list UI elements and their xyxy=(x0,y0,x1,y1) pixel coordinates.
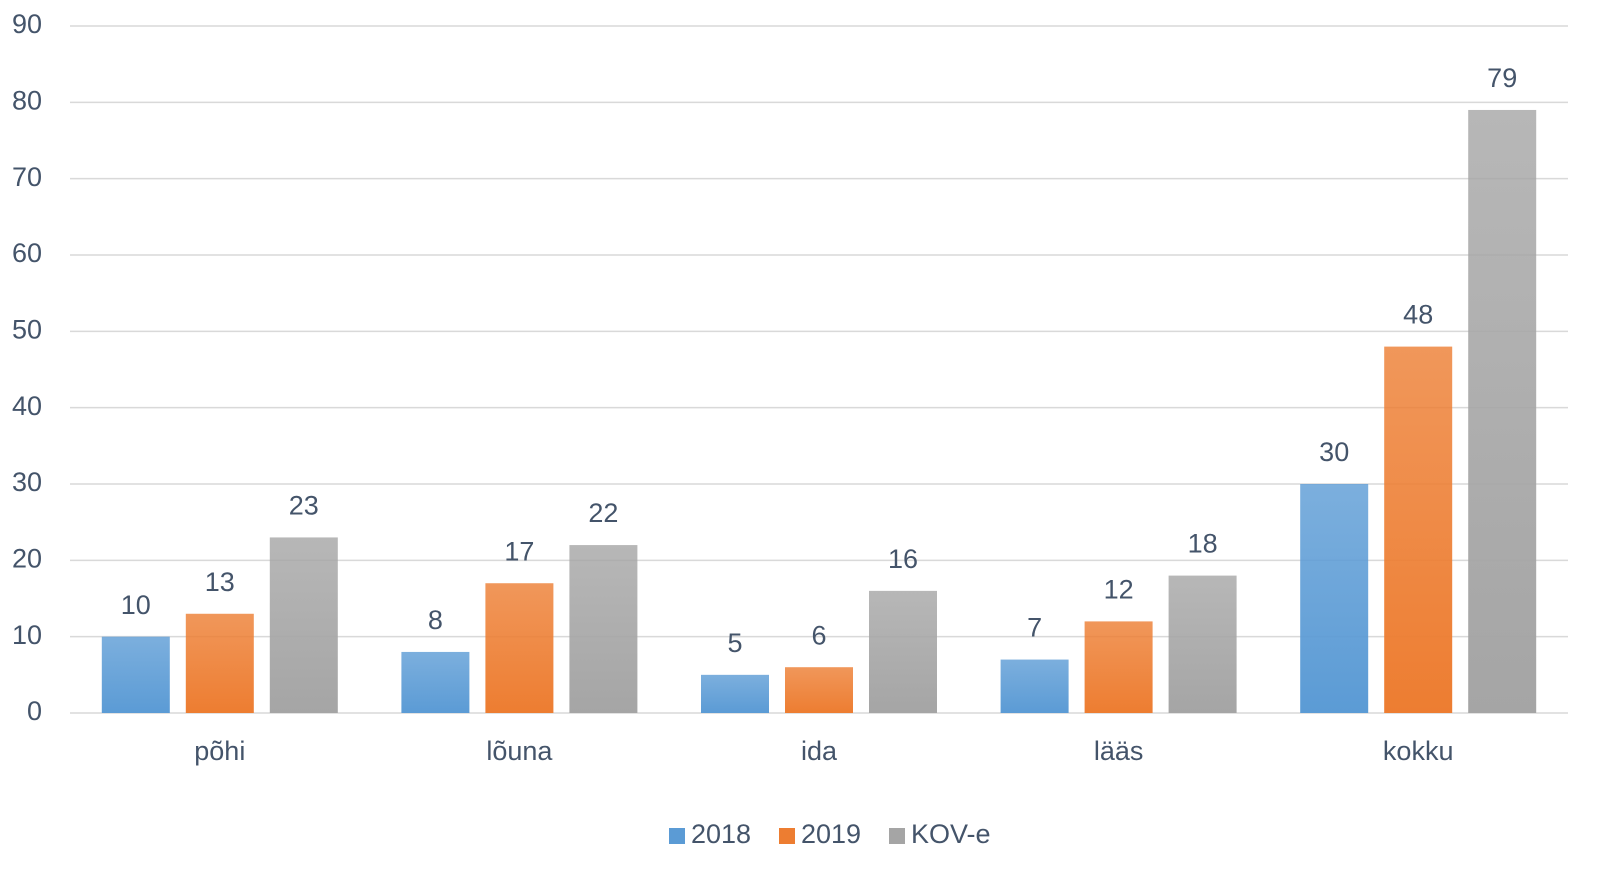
y-tick-label: 20 xyxy=(12,543,42,573)
x-tick-label: ida xyxy=(801,736,838,766)
x-tick-label: lääs xyxy=(1094,736,1144,766)
bar xyxy=(485,583,554,713)
bar xyxy=(869,590,937,713)
bar xyxy=(569,545,638,713)
bar xyxy=(1084,621,1153,713)
data-label: 30 xyxy=(1319,437,1349,467)
y-tick-label: 10 xyxy=(12,620,42,650)
data-label: 5 xyxy=(727,628,742,658)
data-label: 13 xyxy=(205,567,235,597)
data-label: 16 xyxy=(888,544,918,574)
data-label: 8 xyxy=(428,605,443,635)
data-label: 10 xyxy=(121,590,151,620)
y-tick-label: 0 xyxy=(27,696,42,726)
y-tick-label: 30 xyxy=(12,467,42,497)
bar xyxy=(1000,659,1069,713)
bar xyxy=(269,537,338,713)
bar xyxy=(785,667,853,713)
bar xyxy=(1384,346,1453,713)
legend-label: 2019 xyxy=(801,819,861,849)
bar xyxy=(401,651,470,713)
data-label: 48 xyxy=(1403,300,1433,330)
y-tick-label: 80 xyxy=(12,85,42,115)
y-tick-label: 50 xyxy=(12,314,42,344)
bar xyxy=(1168,575,1237,713)
legend-label: KOV-e xyxy=(911,819,991,849)
legend-label: 2018 xyxy=(691,819,751,849)
legend-swatch xyxy=(669,828,685,844)
data-label: 17 xyxy=(504,536,534,566)
x-tick-label: kokku xyxy=(1383,736,1454,766)
bar xyxy=(1468,109,1537,713)
x-tick-label: põhi xyxy=(194,736,245,766)
data-label: 12 xyxy=(1104,575,1134,605)
data-label: 6 xyxy=(811,620,826,650)
bar xyxy=(701,674,769,713)
bar xyxy=(1300,484,1369,713)
data-label: 18 xyxy=(1188,529,1218,559)
data-label: 22 xyxy=(588,498,618,528)
data-label: 79 xyxy=(1487,63,1517,93)
y-tick-label: 90 xyxy=(12,9,42,39)
data-label: 7 xyxy=(1027,613,1042,643)
bar xyxy=(101,636,170,713)
bar xyxy=(185,613,254,713)
data-label: 23 xyxy=(289,491,319,521)
legend-swatch xyxy=(779,828,795,844)
x-tick-label: lõuna xyxy=(486,736,553,766)
y-tick-label: 60 xyxy=(12,238,42,268)
y-tick-label: 70 xyxy=(12,162,42,192)
legend-swatch xyxy=(889,828,905,844)
y-tick-label: 40 xyxy=(12,391,42,421)
